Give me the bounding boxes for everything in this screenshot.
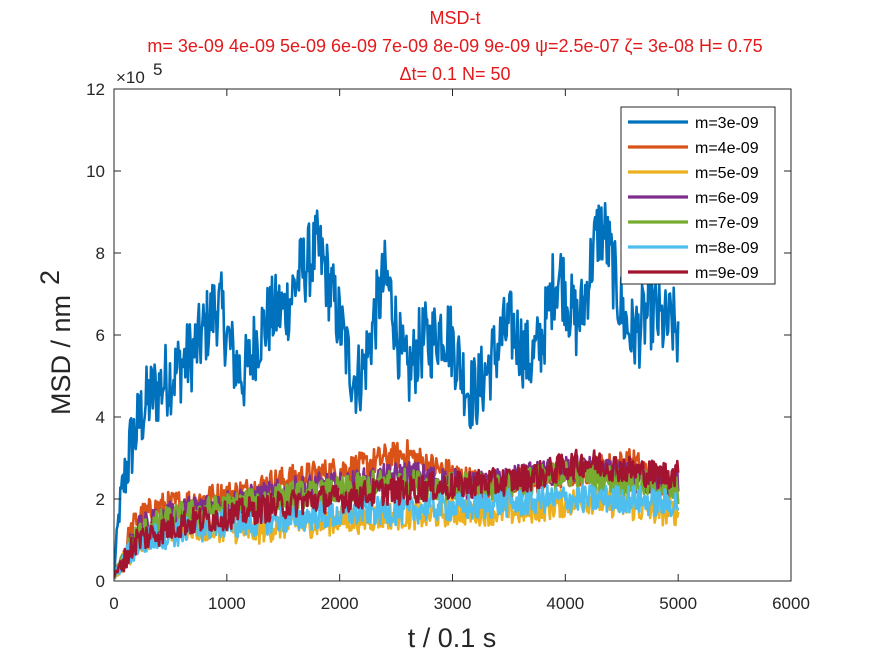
x-tick-label: 3000 <box>434 594 472 613</box>
legend-label: m=6e-09 <box>695 190 759 207</box>
legend-label: m=5e-09 <box>695 165 759 182</box>
chart-subtitle-line2: Δt= 0.1 N= 50 <box>399 64 510 84</box>
y-exponent-base: ×10 <box>116 68 145 87</box>
y-axis-label-superscript: 2 <box>35 270 65 285</box>
x-tick-label: 5000 <box>659 594 697 613</box>
y-axis: 0 2 4 6 8 10 12 <box>86 80 791 591</box>
x-axis: 0 1000 2000 3000 4000 5000 6000 <box>109 89 810 613</box>
x-axis-label: t / 0.1 s <box>408 623 497 653</box>
y-tick-label: 6 <box>96 326 105 345</box>
y-tick-label: 10 <box>86 162 105 181</box>
y-tick-label: 12 <box>86 80 105 99</box>
chart-title: MSD-t <box>430 8 481 28</box>
chart-subtitle-line1: m= 3e-09 4e-09 5e-09 6e-09 7e-09 8e-09 9… <box>147 36 762 56</box>
y-axis-label: MSD / nm <box>46 295 76 415</box>
series-layer <box>114 201 680 580</box>
series-line-m-9e-09 <box>114 448 680 578</box>
legend-label: m=9e-09 <box>695 265 759 282</box>
x-tick-label: 1000 <box>208 594 246 613</box>
legend-label: m=7e-09 <box>695 215 759 232</box>
x-tick-label: 4000 <box>546 594 584 613</box>
x-tick-label: 2000 <box>321 594 359 613</box>
series-line-m-3e-09 <box>114 201 680 572</box>
x-tick-label: 0 <box>109 594 118 613</box>
legend-label: m=4e-09 <box>695 140 759 157</box>
legend: m=3e-09 m=4e-09 m=5e-09 m=6e-09 m=7e-09 m=8e-… <box>620 106 776 285</box>
y-tick-label: 4 <box>96 408 105 427</box>
y-tick-label: 2 <box>96 490 105 509</box>
legend-label: m=3e-09 <box>695 115 759 132</box>
y-axis-label-group: MSD / nm 2 <box>35 270 76 415</box>
y-tick-label: 8 <box>96 244 105 263</box>
x-tick-label: 6000 <box>772 594 810 613</box>
y-exponent-power: 5 <box>153 60 162 79</box>
y-tick-label: 0 <box>96 572 105 591</box>
legend-label: m=8e-09 <box>695 240 759 257</box>
